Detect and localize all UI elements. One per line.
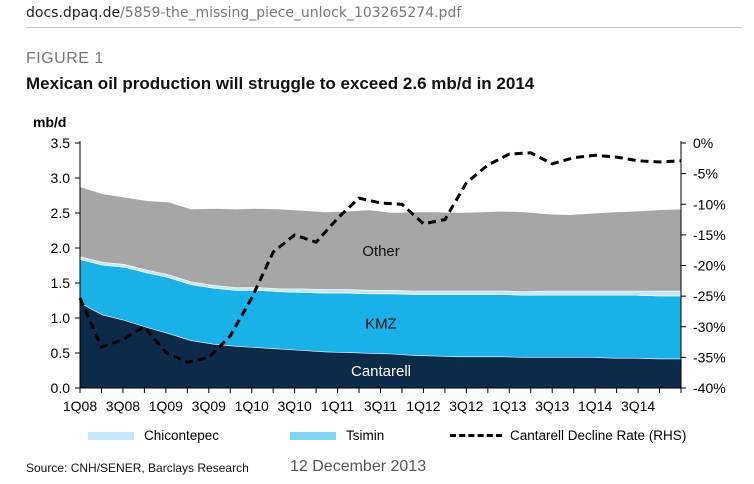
- url-host: docs.dpaq.de: [26, 5, 121, 21]
- area-edge-other: [79, 185, 682, 216]
- url-divider: [26, 27, 742, 28]
- figure-date: 12 December 2013: [290, 458, 427, 475]
- annotation-other: Other: [362, 243, 400, 260]
- annotation-cantarell: Cantarell: [351, 363, 411, 380]
- y-tick-label-right: -40%: [693, 380, 726, 396]
- y-tick-label-right: -20%: [693, 258, 726, 274]
- legend-label-chicontepec: Chicontepec: [144, 428, 220, 443]
- x-tick-label: 1Q13: [492, 398, 526, 414]
- legend-swatch-chicontepec: [88, 431, 134, 440]
- y-tick-label-right: -5%: [693, 166, 718, 182]
- line-decline-rate: [78, 151, 682, 364]
- x-tick-label: 3Q11: [364, 398, 397, 414]
- x-tick-label: 1Q08: [63, 398, 97, 414]
- y-tick-label-right: -30%: [693, 319, 726, 335]
- area-chicontepec: [80, 256, 681, 296]
- y-tick-label-right: -10%: [693, 196, 726, 212]
- y-tick-label-left: 0.0: [51, 380, 71, 396]
- area-cantarell: [80, 302, 681, 388]
- x-tick-label: 1Q12: [406, 398, 440, 414]
- y-tick-label-left: 3.0: [51, 170, 71, 186]
- x-tick-label: 1Q14: [578, 398, 612, 414]
- legend-item-tsimin: Tsimin: [290, 428, 384, 443]
- legend-label-tsimin: Tsimin: [346, 428, 385, 443]
- url-path: /5859-the_missing_piece_unlock_103265274…: [120, 5, 462, 21]
- y-tick-label-left: 0.5: [51, 345, 71, 361]
- url-text[interactable]: docs.dpaq.de/5859-the_missing_piece_unlo…: [26, 5, 461, 21]
- chart-legend: Chicontepec Tsimin Cantarell Decline Rat…: [0, 428, 754, 448]
- legend-item-chicontepec: Chicontepec: [88, 428, 219, 443]
- y-tick-label-left: 2.5: [51, 205, 71, 221]
- legend-swatch-tsimin: [290, 431, 336, 440]
- x-tick-label: 3Q13: [535, 398, 569, 414]
- legend-swatch-decline-rate: [450, 434, 502, 437]
- y-tick-label-left: 1.0: [51, 310, 71, 326]
- y-tick-label-right: -25%: [693, 288, 726, 304]
- x-tick-label: 3Q12: [449, 398, 483, 414]
- x-tick-label: 1Q10: [235, 398, 269, 414]
- x-tick-label: 1Q11: [321, 398, 354, 414]
- y-tick-label-left: 2.0: [51, 240, 71, 256]
- y-tick-label-left: 1.5: [51, 275, 71, 291]
- figure-source: Source: CNH/SENER, Barclays Research: [26, 461, 249, 475]
- figure-label: FIGURE 1: [26, 50, 104, 67]
- y-tick-label-right: -15%: [693, 227, 726, 243]
- y-tick-label-right: -35%: [693, 349, 726, 365]
- x-tick-label: 3Q14: [621, 398, 655, 414]
- legend-item-decline-rate: Cantarell Decline Rate (RHS): [450, 428, 686, 443]
- x-tick-label: 3Q10: [278, 398, 312, 414]
- browser-url-bar[interactable]: docs.dpaq.de/5859-the_missing_piece_unlo…: [0, 0, 754, 26]
- legend-label-decline-rate: Cantarell Decline Rate (RHS): [510, 428, 687, 443]
- annotation-kmz: KMZ: [365, 316, 397, 333]
- x-tick-label: 1Q09: [149, 398, 183, 414]
- x-tick-label: 3Q08: [106, 398, 140, 414]
- x-tick-label: 3Q09: [192, 398, 226, 414]
- y-axis-title: mb/d: [33, 114, 66, 130]
- y-tick-label-right: 0%: [693, 135, 713, 151]
- figure-title: Mexican oil production will struggle to …: [26, 74, 535, 93]
- y-tick-label-left: 3.5: [51, 135, 71, 151]
